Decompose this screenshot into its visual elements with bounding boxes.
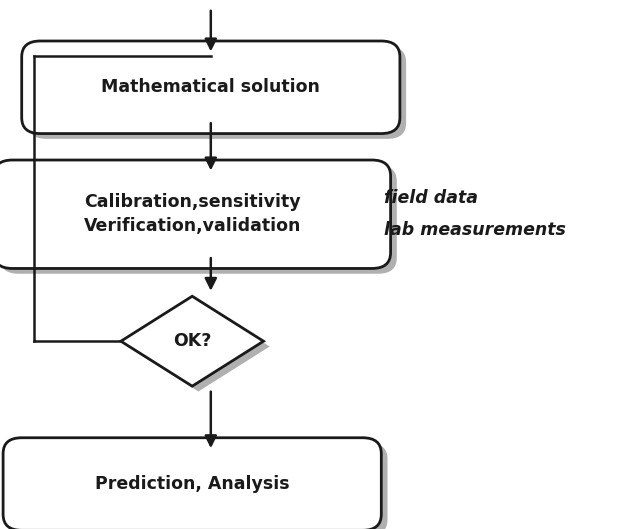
FancyBboxPatch shape bbox=[22, 41, 400, 134]
FancyBboxPatch shape bbox=[0, 160, 391, 269]
Polygon shape bbox=[121, 296, 264, 386]
Text: Mathematical solution: Mathematical solution bbox=[101, 78, 321, 96]
FancyBboxPatch shape bbox=[0, 166, 397, 274]
Polygon shape bbox=[127, 302, 270, 391]
Text: OK?: OK? bbox=[173, 332, 211, 350]
FancyBboxPatch shape bbox=[9, 443, 388, 529]
FancyBboxPatch shape bbox=[3, 438, 381, 529]
Text: lab measurements: lab measurements bbox=[384, 221, 566, 239]
Text: field data: field data bbox=[384, 189, 479, 207]
FancyBboxPatch shape bbox=[28, 47, 406, 139]
Text: Calibration,sensitivity
Verification,validation: Calibration,sensitivity Verification,val… bbox=[84, 194, 301, 235]
Text: Prediction, Analysis: Prediction, Analysis bbox=[95, 475, 290, 493]
